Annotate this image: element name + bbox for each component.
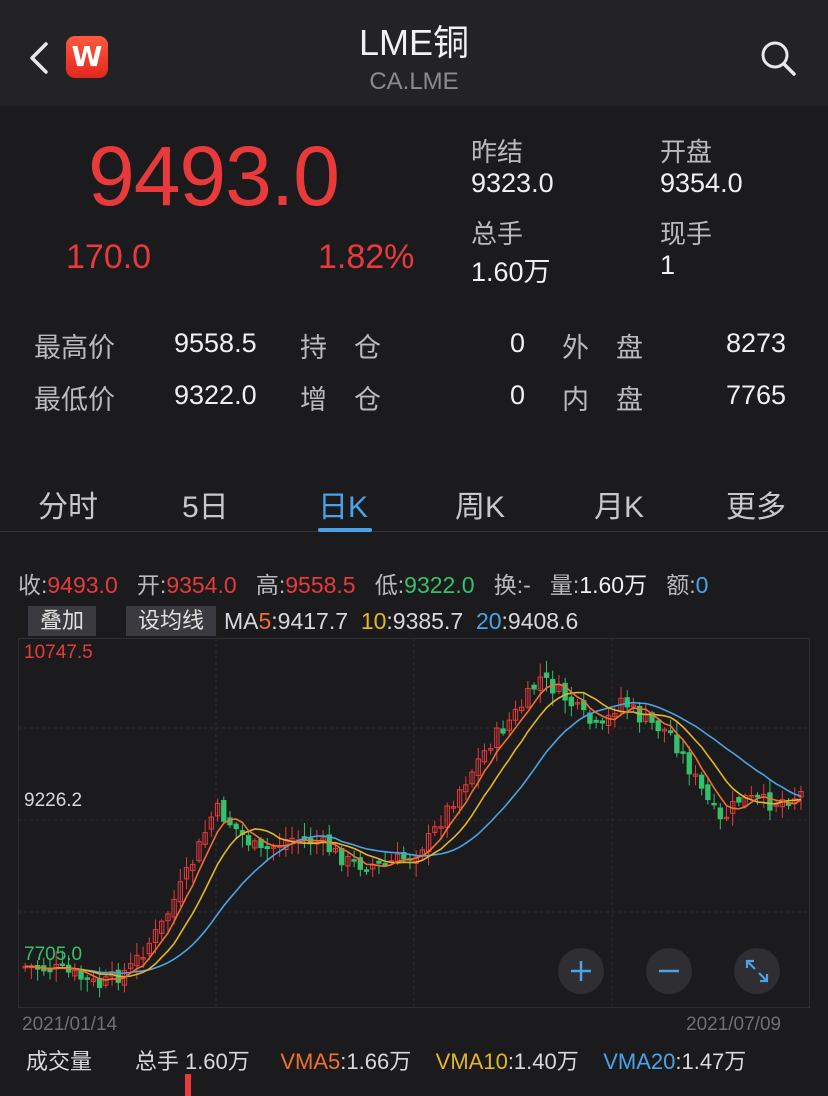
- open-label: 开盘: [660, 137, 713, 167]
- price-change: 170.0: [66, 238, 152, 276]
- zoom-out-button[interactable]: [646, 948, 692, 994]
- last-price: 9493.0: [88, 129, 340, 223]
- back-icon[interactable]: [26, 38, 52, 78]
- ohlc-summary: 收:9493.0 开:9354.0 高:9558.5 低:9322.0 换:- …: [18, 566, 708, 600]
- volume-summary: 成交量 总手 1.60万 VMA5:1.66万 VMA10:1.40万 VMA2…: [26, 1044, 746, 1076]
- total-volume-value: 1.60万: [471, 257, 551, 287]
- chart-period-tabs: 分时 5日 日K 周K 月K 更多: [0, 470, 828, 532]
- overlay-button[interactable]: 叠加: [28, 606, 97, 636]
- plus-icon: [571, 961, 591, 981]
- vma20-label: VMA20: [603, 1049, 676, 1074]
- ma10-key: 10: [360, 608, 387, 634]
- turnover-label: 换:: [493, 572, 524, 598]
- zoom-in-button[interactable]: [558, 948, 604, 994]
- vma5-label: VMA5: [280, 1049, 341, 1074]
- ma5-key: 5: [258, 608, 272, 634]
- current-volume-value: 1: [660, 250, 676, 280]
- expand-icon: [745, 959, 769, 983]
- close-value: 9493.0: [47, 572, 118, 598]
- volume-total-label: 总手: [134, 1049, 179, 1074]
- ma-values: MA5:9417.7 10:9385.7 20:9408.6: [224, 608, 578, 635]
- low-value: 9322.0: [174, 380, 257, 410]
- amount-label: 额:: [666, 572, 696, 598]
- turnover-value: -: [523, 572, 531, 598]
- high-value: 9558.5: [174, 328, 257, 358]
- volume-total-value: 1.60万: [184, 1049, 250, 1074]
- high-label: 高:: [255, 572, 286, 598]
- oi-change-value: 0: [510, 380, 526, 410]
- tab-weekly-k[interactable]: 周K: [455, 491, 506, 524]
- y-axis-mid-label: 9226.2: [24, 790, 83, 811]
- vma10-value: :1.40万: [507, 1049, 579, 1074]
- ma10-value: :9385.7: [386, 608, 464, 634]
- ma20-value: :9408.6: [501, 608, 579, 634]
- ma20-key: 20: [475, 608, 502, 634]
- vma10-label: VMA10: [435, 1049, 508, 1074]
- tab-intraday[interactable]: 分时: [38, 491, 98, 524]
- app-logo-icon[interactable]: W: [66, 36, 108, 78]
- ma5-value: :9417.7: [271, 608, 349, 634]
- open-interest-label: 持 仓: [300, 333, 381, 363]
- tab-5day[interactable]: 5日: [182, 491, 229, 524]
- open-value: 9354.0: [166, 572, 237, 598]
- open-label: 开:: [136, 572, 167, 598]
- volume-title: 成交量: [26, 1049, 93, 1074]
- amount-value: 0: [695, 572, 709, 598]
- open-interest-value: 0: [510, 328, 526, 358]
- y-axis-max-label: 10747.5: [24, 642, 93, 663]
- close-label: 收:: [18, 572, 48, 598]
- tab-monthly-k[interactable]: 月K: [594, 491, 645, 524]
- end-date-label: 2021/07/09: [686, 1014, 782, 1035]
- volume-bar: [185, 1074, 191, 1096]
- set-ma-button[interactable]: 设均线: [126, 606, 217, 636]
- outer-disc-value: 8273: [726, 328, 787, 358]
- vma5-value: :1.66万: [340, 1049, 412, 1074]
- open-value: 9354.0: [660, 168, 743, 198]
- tab-daily-k[interactable]: 日K: [318, 491, 369, 524]
- prev-settle-value: 9323.0: [471, 168, 554, 198]
- current-volume-label: 现手: [660, 219, 713, 249]
- outer-disc-label: 外 盘: [562, 333, 643, 363]
- low-value: 9322.0: [404, 572, 475, 598]
- start-date-label: 2021/01/14: [22, 1014, 118, 1035]
- y-axis-min-label: 7705.0: [24, 944, 83, 965]
- high-label: 最高价: [34, 333, 115, 363]
- search-icon[interactable]: [758, 38, 798, 78]
- prev-settle-label: 昨结: [471, 137, 524, 167]
- inner-disc-value: 7765: [726, 380, 787, 410]
- fullscreen-button[interactable]: [734, 948, 780, 994]
- top-bar: W LME铜 CA.LME: [0, 0, 828, 106]
- volume-value: 1.60万: [579, 572, 648, 598]
- total-volume-label: 总手: [471, 219, 524, 249]
- inner-disc-label: 内 盘: [562, 385, 643, 415]
- vma20-value: :1.47万: [675, 1049, 747, 1074]
- price-change-percent: 1.82%: [318, 238, 415, 276]
- active-tab-indicator: [318, 528, 372, 532]
- candlestick-chart[interactable]: [18, 638, 810, 1008]
- ma-label: MA: [224, 608, 259, 634]
- high-value: 9558.5: [285, 572, 356, 598]
- page-subtitle: CA.LME: [369, 68, 459, 95]
- tab-more[interactable]: 更多: [726, 491, 786, 524]
- page-title: LME铜: [358, 22, 470, 63]
- low-label: 最低价: [34, 385, 115, 415]
- low-label: 低:: [374, 572, 405, 598]
- oi-change-label: 增 仓: [300, 385, 381, 415]
- minus-icon: [659, 969, 679, 973]
- volume-label: 量:: [549, 572, 580, 598]
